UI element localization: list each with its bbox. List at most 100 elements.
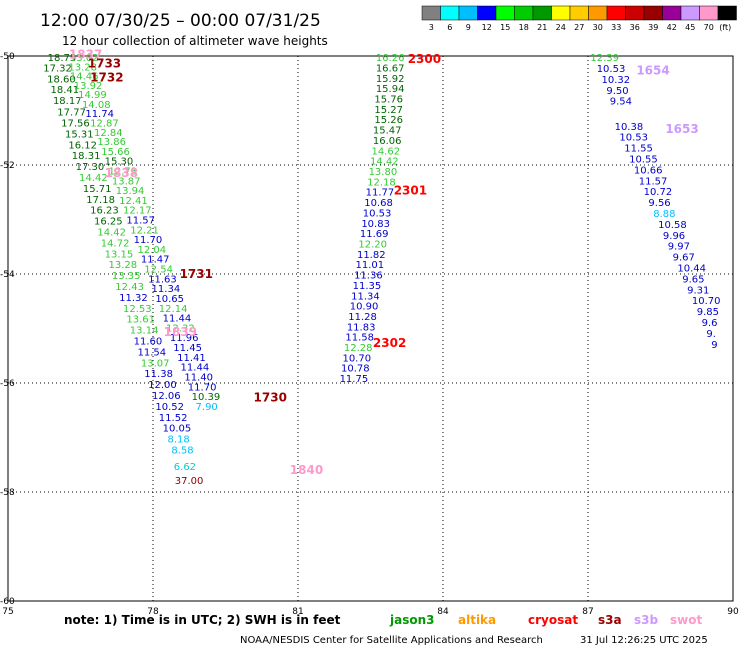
axis-ticks: 75 78 81 84 87 90 -50 -52 -54 -56 -58 -60 [0, 52, 739, 617]
colorbar-swatch [569, 5, 589, 21]
wave-height-label: 12.32 [166, 323, 195, 334]
wave-height-label: 16.12 [68, 140, 97, 151]
colorbar-label: 21 [537, 23, 547, 32]
satellite-legend-jason3: jason3 [389, 613, 435, 627]
wave-height-label: 15.71 [83, 184, 112, 195]
wave-height-label: 12.28 [344, 343, 373, 354]
wave-height-label: 11.57 [639, 176, 668, 187]
colorbar-swatch [588, 5, 608, 21]
wave-height-label: 14.42 [370, 157, 399, 168]
pass-label: 1840 [290, 463, 323, 477]
wave-height-label: 9.54 [610, 97, 632, 108]
colorbar-label: 6 [447, 23, 452, 32]
wave-height-label: 14.72 [101, 238, 130, 249]
wave-height-label: 13.07 [141, 358, 170, 369]
wave-height-label: 14.99 [78, 90, 107, 101]
wave-height-label: 14.08 [82, 100, 111, 111]
chart-subtitle: 12 hour collection of altimeter wave hei… [62, 34, 328, 48]
wave-height-label: 12.00 [148, 380, 177, 391]
pass-label: 2301 [394, 184, 427, 198]
chart-title: 12:00 07/30/25 – 00:00 07/31/25 [40, 11, 321, 31]
wave-height-label: 18.31 [72, 151, 101, 162]
y-tick-label: -50 [0, 52, 15, 62]
colorbar-label: 15 [500, 23, 510, 32]
wave-height-label: 14.42 [97, 227, 126, 238]
wave-height-label: 11.83 [347, 322, 376, 333]
wave-height-label: 10.72 [644, 187, 673, 198]
satellite-legend-s3b: s3b [634, 613, 658, 627]
footer-timestamp: 31 Jul 12:26:25 UTC 2025 [580, 635, 708, 646]
wave-height-label: 10.52 [155, 402, 184, 413]
colorbar-label: 3 [429, 23, 434, 32]
wave-height-label: 13.28 [109, 260, 138, 271]
wave-height-label: 9.96 [663, 231, 685, 242]
wave-height-label: 13.28 [68, 62, 97, 73]
wave-height-label: 10.58 [658, 220, 687, 231]
wave-height-label: 10.66 [634, 165, 663, 176]
satellite-legend-s3a: s3a [598, 613, 622, 627]
colorbar-swatch [532, 5, 552, 21]
wave-height-label: 15.26 [374, 115, 403, 126]
wave-height-label: 10.90 [350, 302, 379, 313]
pass-label: 1733 [88, 57, 121, 71]
colorbar-label: 39 [648, 23, 658, 32]
wave-height-label: 11.69 [360, 229, 389, 240]
wave-height-label: 11.40 [184, 372, 213, 383]
colorbar-swatch [440, 5, 460, 21]
y-tick-label: -52 [0, 161, 15, 171]
wave-height-label: 10.83 [361, 219, 390, 230]
plot-frame [7, 55, 734, 602]
wave-height-label: 10.68 [364, 198, 393, 209]
wave-height-label: 8.18 [168, 435, 190, 446]
wave-height-label: 16.06 [373, 136, 402, 147]
wave-height-label: 17.18 [86, 195, 115, 206]
wave-height-label: 9.56 [648, 198, 670, 209]
satellite-legend-swot: swot [670, 613, 702, 627]
wave-height-label: 13.14 [130, 326, 159, 337]
colorbar-swatch [606, 5, 626, 21]
wave-height-label: 10.78 [341, 364, 370, 375]
x-tick-label: 87 [582, 607, 593, 617]
colorbar-label: 12 [482, 23, 492, 32]
wave-height-label: 15.66 [101, 147, 130, 158]
wave-height-label: 37.00 [175, 476, 204, 487]
pass-label: 2302 [373, 336, 406, 350]
wave-height-label: 11.34 [351, 291, 380, 302]
wave-height-label: 11.47 [141, 255, 170, 266]
x-tick-label: 81 [292, 607, 303, 617]
wave-height-label: 13.80 [369, 167, 398, 178]
wave-height-label: 12.18 [367, 177, 396, 188]
wave-height-label: 9.85 [697, 307, 719, 318]
wave-height-label: 12.84 [94, 128, 123, 139]
grid [8, 56, 733, 601]
wave-height-label: 10.65 [155, 294, 184, 305]
pass-label: 1838 [105, 166, 138, 180]
wave-height-label: 12.06 [152, 391, 181, 402]
wave-height-label: 15.94 [376, 84, 405, 95]
wave-height-label: 11.36 [354, 271, 383, 282]
wave-height-label: 15.47 [373, 126, 402, 137]
colorbar-label: 36 [630, 23, 640, 32]
wave-height-label: 13.02 [70, 53, 99, 64]
colorbar-label: 27 [574, 23, 584, 32]
wave-height-label: 12.53 [123, 304, 152, 315]
wave-height-label: 11.01 [356, 260, 385, 271]
wave-height-label: 10.44 [677, 263, 706, 274]
wave-height-label: 6.62 [174, 462, 196, 473]
wave-height-label: 13.87 [112, 176, 141, 187]
wave-height-label: 11.45 [173, 343, 202, 354]
wave-height-label: 12.39 [590, 53, 619, 64]
wave-height-label: 13.92 [74, 81, 103, 92]
wave-height-label: 11.57 [126, 216, 155, 227]
wave-height-label: 11.60 [134, 336, 163, 347]
wave-height-label: 11.82 [357, 250, 386, 261]
y-tick-label: -60 [0, 597, 15, 607]
colorbar-label: 70 [704, 23, 714, 32]
colorbar-swatch [477, 5, 497, 21]
colorbar: 3 6 9 12 15 18 21 24 27 30 33 36 39 42 45 70 (ft) [421, 5, 737, 32]
wave-height-label: 11.52 [159, 413, 188, 424]
wave-height-label: 7.90 [196, 402, 218, 413]
colorbar-swatch [514, 5, 534, 21]
wave-height-label: 10.38 [615, 122, 644, 133]
